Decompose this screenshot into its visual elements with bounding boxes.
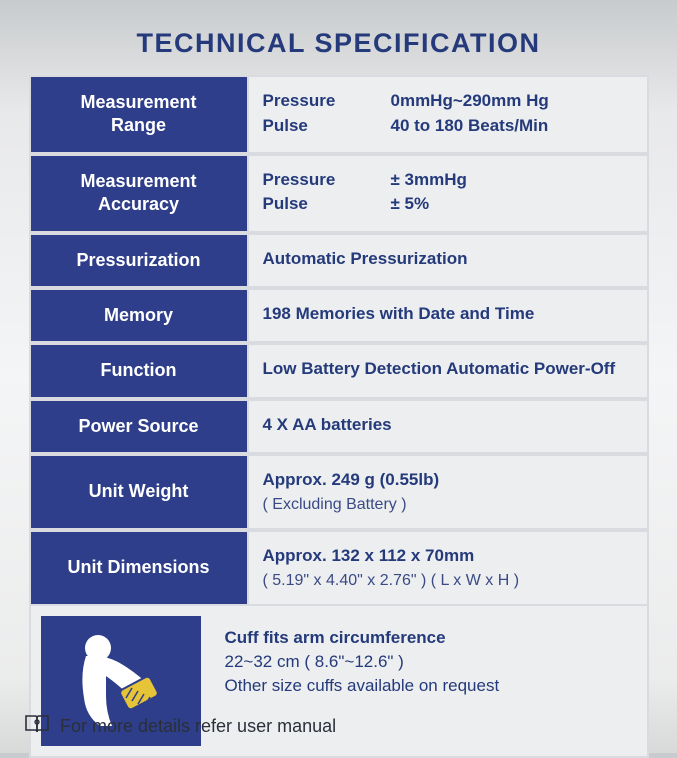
row-label: Power Source bbox=[29, 399, 249, 454]
row-value: 198 Memories with Date and Time bbox=[249, 288, 649, 343]
row-value: Approx. 249 g (0.55lb) ( Excluding Batte… bbox=[249, 454, 649, 530]
value-subtext: ( Excluding Battery ) bbox=[263, 493, 633, 516]
value-text: 40 to 180 Beats/Min bbox=[391, 114, 633, 139]
table-row: Memory 198 Memories with Date and Time bbox=[29, 288, 649, 343]
label-line: Measurement bbox=[37, 170, 241, 193]
value-text: 0mmHg~290mm Hg bbox=[391, 89, 633, 114]
table-row: Power Source 4 X AA batteries bbox=[29, 399, 649, 454]
row-label: Unit Weight bbox=[29, 454, 249, 530]
cuff-range: 22~32 cm ( 8.6"~12.6" ) bbox=[225, 652, 633, 672]
value-text: Pulse bbox=[263, 114, 373, 139]
footer-text: For more details refer user manual bbox=[60, 716, 336, 737]
row-value: Approx. 132 x 112 x 70mm ( 5.19" x 4.40"… bbox=[249, 530, 649, 606]
table-row: Measurement Range Pressure Pulse 0mmHg~2… bbox=[29, 75, 649, 154]
row-label: Memory bbox=[29, 288, 249, 343]
cuff-note: Other size cuffs available on request bbox=[225, 676, 633, 696]
value-subtext: ( 5.19" x 4.40" x 2.76" ) ( L x W x H ) bbox=[263, 569, 633, 592]
table-row: Unit Weight Approx. 249 g (0.55lb) ( Exc… bbox=[29, 454, 649, 530]
row-value: Pressure Pulse ± 3mmHg ± 5% bbox=[249, 154, 649, 233]
row-value: 4 X AA batteries bbox=[249, 399, 649, 454]
value-text: Approx. 132 x 112 x 70mm bbox=[263, 544, 633, 569]
label-line: Range bbox=[37, 114, 241, 137]
row-label: Measurement Range bbox=[29, 75, 249, 154]
value-text: ± 5% bbox=[391, 192, 633, 217]
page-title: TECHNICAL SPECIFICATION bbox=[20, 28, 657, 59]
footer-note: For more details refer user manual bbox=[24, 714, 336, 739]
row-label: Pressurization bbox=[29, 233, 249, 288]
row-value: Low Battery Detection Automatic Power-Of… bbox=[249, 343, 649, 398]
row-value: Pressure Pulse 0mmHg~290mm Hg 40 to 180 … bbox=[249, 75, 649, 154]
cuff-title: Cuff fits arm circumference bbox=[225, 628, 633, 648]
table-row: Measurement Accuracy Pressure Pulse ± 3m… bbox=[29, 154, 649, 233]
label-line: Accuracy bbox=[37, 193, 241, 216]
row-value: Automatic Pressurization bbox=[249, 233, 649, 288]
row-label: Measurement Accuracy bbox=[29, 154, 249, 233]
value-text: Pressure bbox=[263, 89, 373, 114]
value-text: Approx. 249 g (0.55lb) bbox=[263, 468, 633, 493]
value-text: Pressure bbox=[263, 168, 373, 193]
table-row: Pressurization Automatic Pressurization bbox=[29, 233, 649, 288]
table-row: Function Low Battery Detection Automatic… bbox=[29, 343, 649, 398]
value-text: ± 3mmHg bbox=[391, 168, 633, 193]
row-label: Function bbox=[29, 343, 249, 398]
table-row: Unit Dimensions Approx. 132 x 112 x 70mm… bbox=[29, 530, 649, 606]
manual-icon bbox=[24, 714, 50, 739]
value-text: Pulse bbox=[263, 192, 373, 217]
row-label: Unit Dimensions bbox=[29, 530, 249, 606]
label-line: Measurement bbox=[37, 91, 241, 114]
spec-table: Measurement Range Pressure Pulse 0mmHg~2… bbox=[29, 75, 649, 606]
